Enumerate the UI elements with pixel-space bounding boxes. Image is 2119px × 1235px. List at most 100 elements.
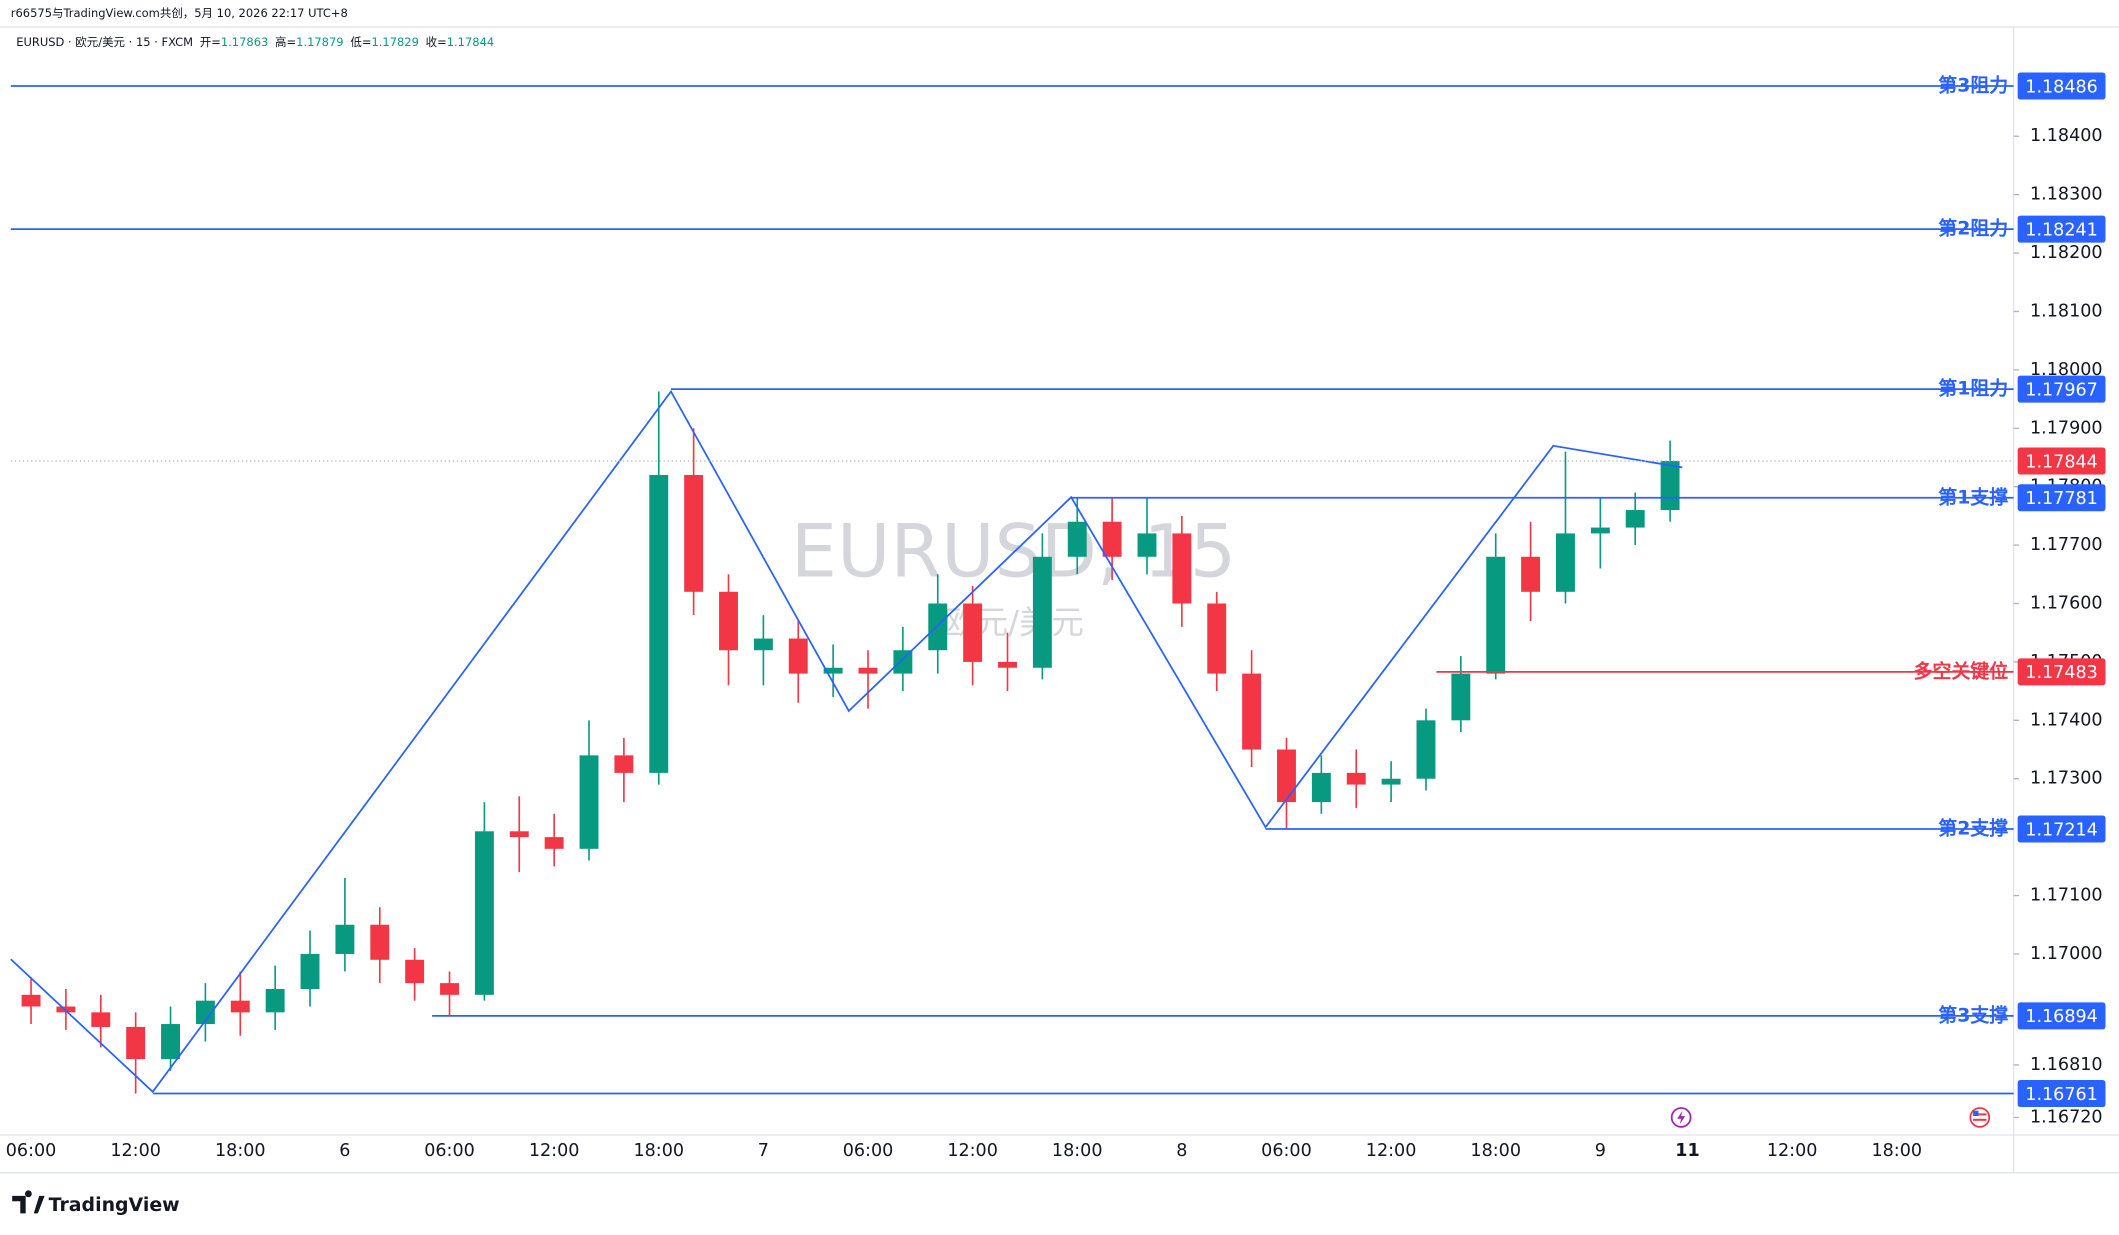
level-price-label: 1.16761 — [2025, 1085, 2098, 1105]
x-tick-label: 06:00 — [424, 1141, 475, 1161]
candle-body — [858, 667, 878, 674]
plot-area: 1.184001.183001.182001.181001.180001.179… — [6, 85, 2103, 1161]
x-tick-label: 06:00 — [1261, 1141, 1312, 1161]
level-price-label: 1.17483 — [2025, 663, 2098, 683]
candle-body — [1032, 556, 1052, 668]
candle-body — [440, 983, 459, 995]
brand-logo: TradingView — [12, 1190, 180, 1216]
ohlc-label: 低= — [350, 34, 371, 48]
candle-body — [126, 1026, 146, 1060]
candle-body — [265, 988, 285, 1013]
symbol: EURUSD · 欧元/美元 · 15 · FXCM — [16, 34, 193, 48]
candle-body — [1381, 778, 1401, 785]
candle-body — [509, 831, 529, 838]
y-tick-label: 1.18400 — [2030, 126, 2103, 146]
candle-body — [928, 603, 948, 651]
event-icon[interactable] — [1670, 1107, 1692, 1128]
level-price-label: 1.17214 — [2025, 820, 2098, 840]
event-icon-bolt — [1677, 1110, 1686, 1125]
flag-stripe — [1973, 1118, 1987, 1121]
candle-body — [1486, 556, 1506, 674]
zigzag-line — [10, 389, 1683, 1094]
level-price-label: 1.18241 — [2025, 220, 2098, 240]
candle-body — [579, 755, 599, 849]
candle-body — [230, 1000, 250, 1013]
level-price-tag — [2017, 72, 2106, 100]
candle-body — [1067, 521, 1087, 557]
y-tick-label: 1.17900 — [2030, 418, 2103, 438]
candle-body — [1625, 510, 1645, 528]
candle-body — [335, 924, 355, 954]
y-tick-label: 1.18000 — [2030, 360, 2103, 380]
ohlc-value: 1.17863 — [221, 34, 268, 48]
x-tick-label: 18:00 — [1470, 1141, 1521, 1161]
level-price-label: 1.16894 — [2025, 1007, 2098, 1027]
logo-mark — [12, 1190, 45, 1214]
level-price-tag — [2017, 815, 2106, 843]
x-tick-label: 8 — [1176, 1141, 1187, 1161]
candle-body — [684, 475, 704, 592]
ohlc-value: 1.17844 — [447, 34, 494, 48]
last-price-label: 1.17844 — [2025, 452, 2098, 472]
x-tick-label: 9 — [1595, 1141, 1606, 1161]
flag-stripe — [1973, 1113, 1987, 1116]
x-tick-label: 12:00 — [947, 1141, 998, 1161]
ohlc-value: 1.17879 — [296, 34, 343, 48]
candle-body — [195, 1000, 215, 1025]
candle-body — [544, 837, 564, 849]
level-price-label: 1.17781 — [2025, 489, 2098, 509]
candle-body — [614, 755, 634, 773]
candle-body — [963, 603, 983, 662]
level-name: 第3阻力 — [1938, 74, 2008, 97]
candle-body — [1277, 749, 1296, 803]
candle-body — [1556, 533, 1575, 592]
candle-body — [1660, 460, 1680, 511]
candle-body — [1207, 603, 1227, 674]
x-tick-label: 18:00 — [1052, 1141, 1103, 1161]
candle-body — [1172, 533, 1192, 604]
candle-body — [91, 1012, 111, 1027]
level-name: 第3支撑 — [1938, 1003, 2008, 1026]
candle-body — [1137, 533, 1157, 557]
candle-body — [1451, 673, 1471, 721]
level-name: 第2阻力 — [1938, 217, 2008, 240]
x-tick-label: 06:00 — [6, 1141, 57, 1161]
ohlc-label: 开= — [200, 34, 221, 48]
y-tick-label: 1.18300 — [2030, 185, 2103, 205]
x-tick-label: 06:00 — [843, 1141, 894, 1161]
y-tick-label: 1.18100 — [2030, 301, 2103, 321]
candle-body — [788, 638, 808, 674]
candle-body — [753, 638, 773, 651]
x-tick-label: 18:00 — [1871, 1141, 1922, 1161]
level-name: 第1支撑 — [1938, 485, 2008, 508]
y-tick-label: 1.17300 — [2030, 769, 2103, 789]
flag-canton — [1973, 1110, 1979, 1117]
brand-name: TradingView — [49, 1194, 180, 1216]
candle-body — [1242, 673, 1262, 750]
x-tick-label: 12:00 — [1767, 1141, 1818, 1161]
ohlc-label: 高= — [275, 34, 296, 48]
level-name: 第1阻力 — [1938, 377, 2008, 400]
ohlc-label: 收= — [426, 34, 447, 48]
candle-body — [1346, 772, 1366, 785]
candle-body — [893, 650, 913, 674]
level-price-tag — [2017, 658, 2106, 686]
last-price-tag — [2017, 447, 2106, 475]
level-name: 第2支撑 — [1938, 816, 2008, 839]
x-tick-label: 12:00 — [110, 1141, 161, 1161]
y-tick-label: 1.17100 — [2030, 886, 2103, 906]
candle-body — [1311, 772, 1331, 803]
symbol-info: EURUSD · 欧元/美元 · 15 · FXCM 开=1.17863 高=1.1… — [16, 34, 494, 48]
x-tick-label: 12:00 — [1366, 1141, 1417, 1161]
attribution: r66575与TradingView.com共创，5月 10, 2026 22:… — [11, 6, 348, 20]
level-price-label: 1.17967 — [2025, 381, 2098, 401]
level-price-tag — [2017, 1080, 2106, 1108]
candle-body — [474, 831, 494, 995]
event-icons — [1670, 1107, 1991, 1128]
level-price-tag — [2017, 1002, 2106, 1030]
x-tick-label: 6 — [339, 1141, 350, 1161]
x-tick-label: 12:00 — [529, 1141, 580, 1161]
candle-body — [161, 1024, 180, 1060]
y-tick-label: 1.18200 — [2030, 243, 2103, 263]
